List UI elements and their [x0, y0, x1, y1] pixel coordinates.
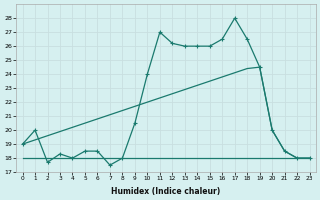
X-axis label: Humidex (Indice chaleur): Humidex (Indice chaleur) [111, 187, 221, 196]
